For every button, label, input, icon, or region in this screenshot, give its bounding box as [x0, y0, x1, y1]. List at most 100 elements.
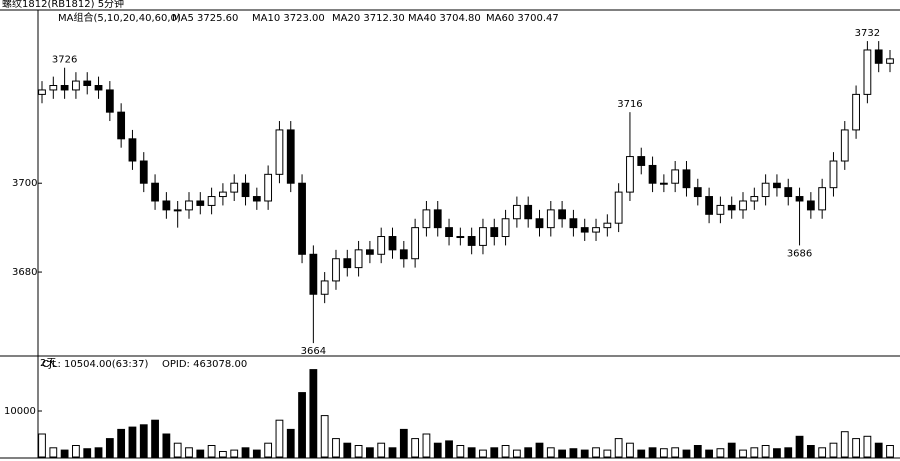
volume-bar [433, 442, 442, 458]
extreme-label: 3716 [617, 99, 642, 110]
volume-bar [399, 428, 408, 458]
volume-bar [332, 438, 340, 458]
candle-body [874, 49, 883, 64]
candle-body [117, 111, 126, 140]
volume-bar [162, 433, 171, 458]
candle-body [354, 249, 363, 269]
volume-bar [784, 447, 793, 458]
candle-body [682, 169, 691, 189]
volume-bar [456, 445, 465, 458]
candle-body [433, 209, 442, 229]
volume-legend: OPID: 463078.00 [162, 359, 247, 370]
volume-bar [874, 442, 883, 458]
volume-bar [128, 426, 137, 458]
candle-body [366, 249, 374, 255]
volume-bar [512, 449, 521, 458]
volume-bar [829, 442, 838, 458]
volume-bar [490, 447, 499, 458]
candle-body [207, 196, 216, 206]
volume-bar [411, 438, 420, 458]
candle-body [49, 85, 58, 91]
volume-bar [139, 424, 148, 458]
candle-body [467, 236, 476, 246]
volume-bar [241, 447, 250, 458]
volume-bar [185, 447, 193, 458]
candle-body [298, 182, 306, 255]
candle-body [479, 227, 487, 246]
volume-bar [716, 448, 725, 458]
volume-bar [501, 445, 510, 458]
candle-body [569, 218, 578, 229]
volume-bar [761, 445, 770, 458]
volume-bar [863, 435, 872, 458]
volume-bar [196, 449, 205, 458]
candle-body [264, 173, 273, 202]
candle-body [535, 218, 544, 229]
candle-body [852, 93, 860, 131]
candle-body [286, 129, 295, 184]
candle-body [671, 169, 680, 184]
candle-body [705, 196, 713, 215]
volume-bar [614, 438, 623, 458]
candle-body [72, 80, 80, 91]
volume-bar [626, 442, 634, 458]
candle-body [840, 129, 849, 162]
volume-bar [151, 419, 159, 458]
volume-bar [354, 445, 363, 458]
volume-bar [207, 445, 216, 458]
candle-body [275, 129, 284, 175]
candle-body [60, 85, 69, 91]
candle-body [94, 85, 103, 91]
volume-bar [105, 438, 114, 458]
candle-body [320, 280, 329, 295]
volume-bar [275, 419, 284, 458]
volume-bar [479, 449, 487, 458]
candle-body [614, 191, 623, 224]
volume-bar [343, 442, 352, 458]
volume-bar [388, 447, 397, 458]
volume-bar [219, 450, 227, 458]
ma-legend: MA20 3712.30 [332, 13, 405, 24]
candle-body [196, 200, 205, 206]
volume-bar [467, 447, 476, 458]
candle-body [388, 236, 397, 251]
candle-body [173, 209, 182, 212]
volume-bar [252, 449, 261, 458]
volume-bar [524, 447, 533, 458]
candle-body [592, 227, 600, 233]
volume-bar [94, 447, 103, 458]
candle-body [546, 209, 555, 229]
ma-legend: MA40 3704.80 [408, 13, 481, 24]
candle-body [886, 58, 894, 64]
volume-bar [705, 449, 713, 458]
candle-body [38, 89, 46, 95]
candle-body [490, 227, 499, 238]
period-label: 2天 [40, 358, 56, 369]
volume-bar [546, 447, 555, 458]
y-tick-label: 3680 [12, 267, 37, 278]
candle-body [580, 227, 589, 233]
candle-body [241, 182, 250, 198]
volume-bar [637, 449, 646, 458]
candle-body [343, 258, 352, 269]
y-tick-label: 3700 [12, 178, 37, 189]
volume-bar [682, 449, 691, 458]
extreme-label: 3664 [301, 346, 326, 357]
extreme-label: 3726 [52, 55, 77, 66]
volume-bar [173, 442, 182, 458]
volume-bar [592, 447, 600, 458]
candle-body [139, 160, 148, 184]
volume-bar [569, 448, 578, 458]
candle-body [727, 204, 736, 211]
candle-body [422, 209, 431, 229]
candle-body [524, 204, 533, 220]
volume-bar [818, 447, 827, 458]
volume-bar [286, 428, 295, 458]
volume-bar [659, 448, 668, 458]
candle-body [456, 236, 465, 239]
volume-bar [422, 433, 431, 458]
volume-bar [773, 448, 781, 458]
candle-body [806, 200, 815, 211]
candle-body [637, 156, 646, 166]
